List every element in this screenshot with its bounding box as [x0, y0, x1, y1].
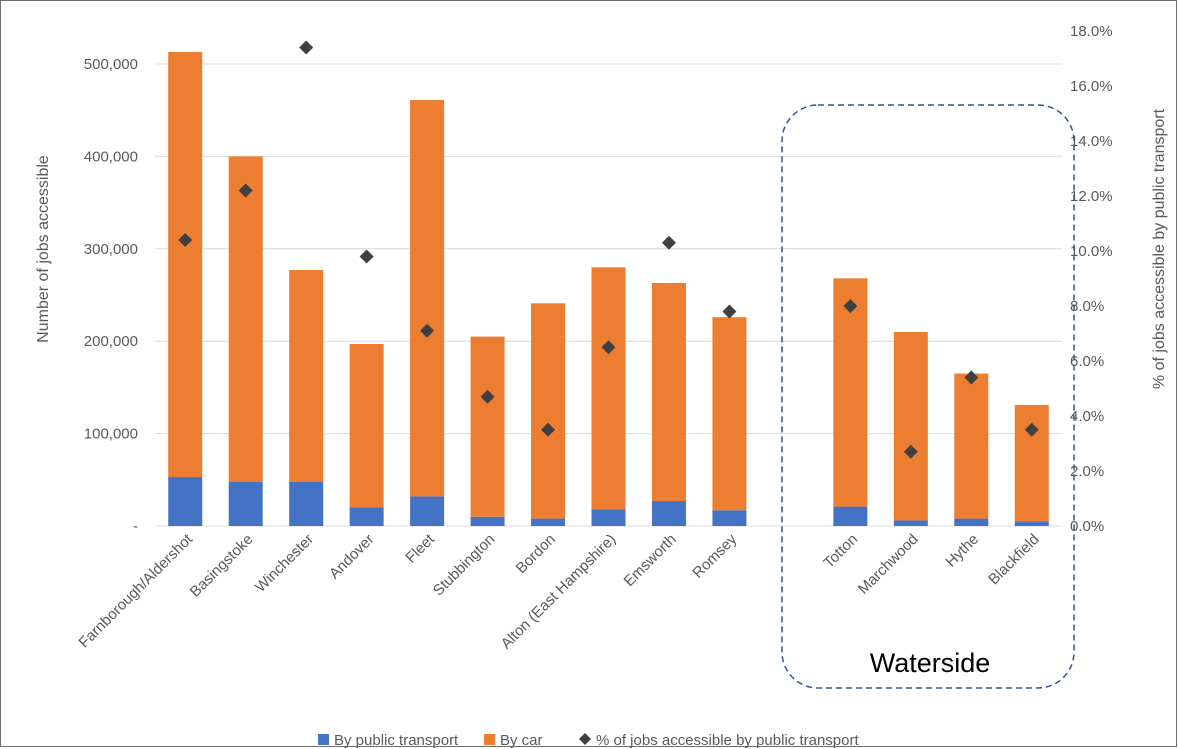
bar-car: [470, 336, 505, 517]
marker-percent-public-transport: [541, 422, 556, 437]
bar-public-transport: [349, 507, 384, 526]
y-left-tick-label: 200,000: [84, 333, 138, 350]
legend-label-percent: % of jobs accessible by public transport: [596, 732, 859, 749]
bar-public-transport: [289, 481, 324, 526]
bar-car: [893, 331, 928, 521]
waterside-box: [781, 104, 1075, 689]
marker-percent-public-transport: [843, 299, 858, 313]
bar-public-transport: [168, 477, 203, 526]
y-left-tick-label: 100,000: [84, 426, 138, 443]
bar-public-transport: [712, 510, 747, 526]
category-label: Fleet: [402, 530, 438, 566]
marker-percent-public-transport: [964, 370, 979, 385]
bar-public-transport: [1014, 521, 1049, 526]
marker-percent-public-transport: [1024, 422, 1039, 437]
category-labels: Farnborough/AldershotBasingstokeWinchest…: [76, 530, 1043, 652]
bar-public-transport: [954, 518, 989, 526]
bar-public-transport: [833, 506, 868, 526]
y-right-tick-label: 14.0%: [1070, 133, 1113, 150]
y-axis-left-title: Number of jobs accessible: [35, 155, 52, 343]
category-label: Romsey: [689, 530, 740, 581]
legend: By public transport By car % of jobs acc…: [318, 732, 859, 749]
right-axis-ticks: 0.0% 2.0% 4.0% 6.0% 8.0% 10.0% 12.0% 14.0% 16.0%…: [1070, 23, 1113, 535]
category-label: Farnborough/Aldershot: [76, 530, 197, 651]
marker-percent-public-transport: [178, 233, 193, 247]
category-label: Totton: [820, 531, 861, 572]
legend-swatch-car: [484, 734, 495, 745]
waterside-annotation: Waterside: [781, 104, 1075, 689]
bar-public-transport: [228, 481, 263, 526]
y-axis-right-title: % of jobs accessible by public transport: [1151, 108, 1168, 389]
marker-percent-public-transport: [601, 340, 616, 355]
y-right-tick-label: 6.0%: [1070, 353, 1104, 370]
marker-percent-public-transport: [480, 389, 495, 404]
y-left-tick-label: 300,000: [84, 241, 138, 258]
legend-marker-percent: [579, 733, 591, 745]
markers: [178, 40, 1039, 459]
bar-car: [591, 267, 626, 510]
bar-car: [1014, 404, 1049, 522]
legend-label-public-transport: By public transport: [334, 732, 459, 749]
category-label: Basingstoke: [187, 531, 257, 601]
y-right-tick-label: 2.0%: [1070, 463, 1104, 480]
bar-car: [289, 270, 324, 482]
category-label: Winchester: [252, 531, 317, 596]
marker-percent-public-transport: [903, 444, 918, 459]
bar-public-transport: [531, 518, 566, 526]
bar-car: [349, 343, 384, 508]
bars: [168, 51, 1049, 526]
marker-percent-public-transport: [359, 249, 374, 264]
y-right-tick-label: 0.0%: [1070, 518, 1104, 535]
y-right-tick-label: 12.0%: [1070, 188, 1113, 205]
category-label: Alton (East Hampshire): [498, 531, 620, 653]
marker-percent-public-transport: [238, 183, 253, 198]
y-right-tick-label: 10.0%: [1070, 243, 1113, 260]
bar-car: [410, 100, 445, 497]
bar-public-transport: [893, 520, 928, 526]
category-label: Stubbington: [430, 531, 499, 600]
y-right-tick-label: 16.0%: [1070, 78, 1113, 95]
category-label: Marchwood: [855, 531, 922, 598]
y-right-tick-label: 8.0%: [1070, 298, 1104, 315]
bar-car: [531, 303, 566, 519]
legend-swatch-public-transport: [318, 734, 329, 745]
bar-car: [168, 51, 203, 478]
bar-public-transport: [591, 509, 626, 526]
category-label: Bordon: [513, 531, 559, 577]
bar-car: [833, 278, 868, 507]
category-label: Blackfield: [985, 531, 1042, 588]
bar-car: [954, 373, 989, 519]
waterside-label: Waterside: [870, 648, 991, 678]
y-left-tick-label: 500,000: [84, 56, 138, 73]
marker-percent-public-transport: [420, 323, 435, 338]
category-label: Hythe: [942, 531, 982, 571]
bar-car: [228, 156, 263, 482]
y-right-tick-label: 18.0%: [1070, 23, 1113, 40]
y-left-tick-label: 400,000: [84, 148, 138, 165]
marker-percent-public-transport: [299, 40, 314, 55]
legend-label-car: By car: [500, 732, 543, 749]
category-label: Andover: [326, 531, 378, 583]
bar-public-transport: [470, 516, 505, 526]
marker-percent-public-transport: [661, 235, 676, 250]
marker-percent-public-transport: [722, 304, 737, 319]
category-label: Emsworth: [621, 531, 680, 590]
y-right-tick-label: 4.0%: [1070, 408, 1104, 425]
bar-public-transport: [410, 496, 445, 526]
bar-car: [712, 317, 747, 511]
left-axis-ticks: - 100,000 200,000 300,000 400,000 500,000: [84, 56, 138, 535]
y-left-tick-label: -: [133, 518, 138, 535]
bar-car: [651, 282, 686, 502]
bar-public-transport: [651, 501, 686, 526]
